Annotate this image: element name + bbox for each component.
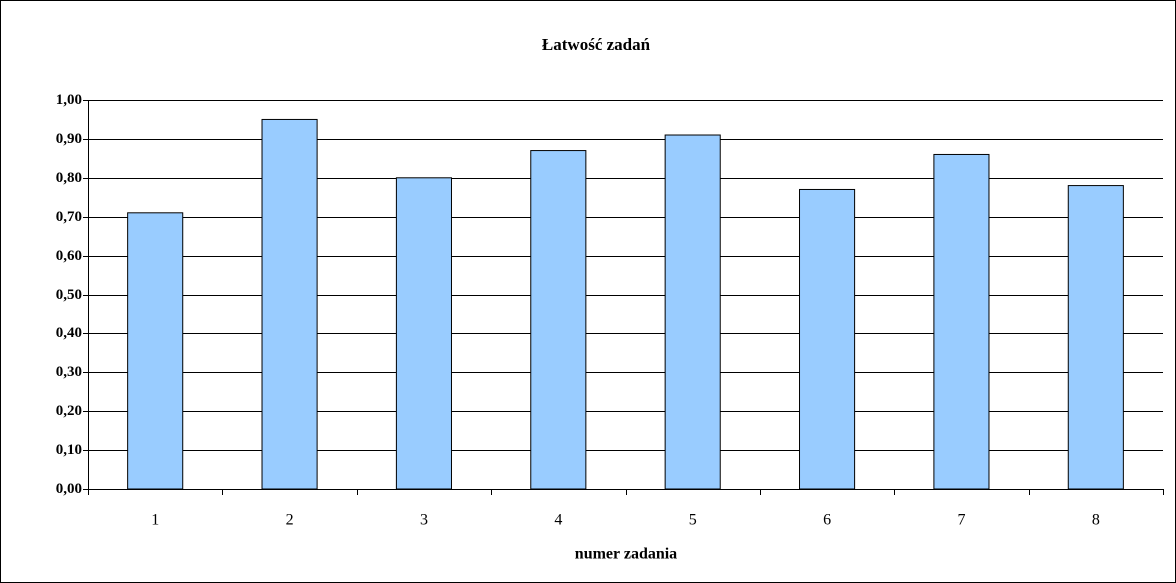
bar xyxy=(127,212,184,490)
bar xyxy=(933,153,990,490)
x-tick-label: 3 xyxy=(420,512,428,529)
y-tick-label: 1,00 xyxy=(56,92,82,108)
y-tick-label: 0,00 xyxy=(56,481,82,497)
y-tick-label: 0,10 xyxy=(56,442,82,458)
y-tick-label: 0,70 xyxy=(56,209,82,225)
bar xyxy=(395,177,452,490)
x-axis-label: numer zadania xyxy=(575,546,677,563)
bar xyxy=(664,134,721,490)
x-tick-label: 1 xyxy=(151,512,159,529)
y-tick-label: 0,50 xyxy=(56,287,82,303)
bar xyxy=(799,188,856,490)
x-tick-label: 7 xyxy=(957,512,965,529)
y-tick-label: 0,80 xyxy=(56,170,82,186)
x-tick-label: 5 xyxy=(689,512,697,529)
bar xyxy=(530,150,587,490)
y-tick-label: 0,90 xyxy=(56,131,82,147)
y-tick-label: 0,60 xyxy=(56,248,82,264)
y-tick-label: 0,20 xyxy=(56,403,82,419)
bar xyxy=(1067,185,1124,490)
chart-title: Łatwość zadań xyxy=(542,35,651,54)
x-tick-label: 6 xyxy=(823,512,831,529)
y-tick-label: 0,30 xyxy=(56,364,82,380)
x-tick-label: 4 xyxy=(554,512,562,529)
bar xyxy=(261,118,318,490)
x-tick-label: 2 xyxy=(286,512,294,529)
y-tick-label: 0,40 xyxy=(56,325,82,341)
x-tick-label: 8 xyxy=(1092,512,1100,529)
